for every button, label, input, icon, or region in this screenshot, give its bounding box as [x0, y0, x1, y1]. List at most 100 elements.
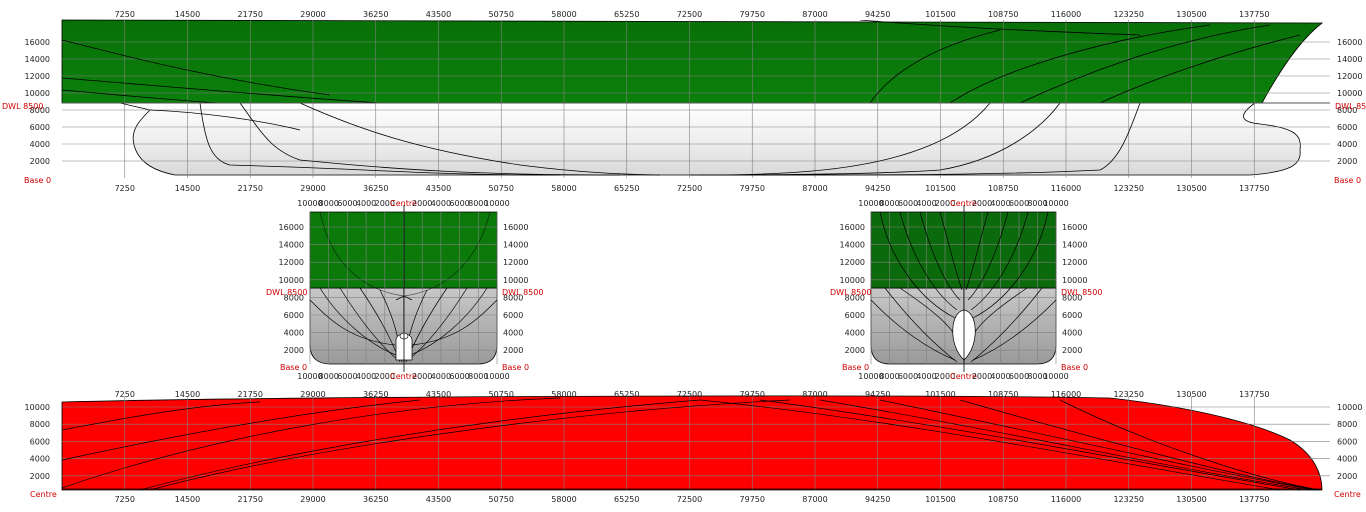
- profile-x-ticks-top: 7250 14500 21750 29000 36250 43500 50750 58000 6…: [115, 10, 1270, 19]
- body_plan_fore-tick-top: 6000: [1009, 199, 1029, 208]
- body_plan_fore-tick-bottom: 10000: [1043, 372, 1068, 381]
- body_plan_fore-y-tick-right: 14000: [1062, 241, 1087, 250]
- plan-y-ticks-right: 10000 8000 6000 4000 2000: [1337, 403, 1362, 481]
- profile-waterline-label-right: DWL 8500: [1335, 102, 1366, 111]
- profile-x-tick-bottom: 101500: [925, 184, 956, 193]
- aft-base-label-right: Base 0: [502, 363, 529, 372]
- profile-x-tick-top: 65250: [614, 10, 639, 19]
- body_plan_fore-tick-bottom: 8000: [879, 372, 899, 381]
- plan-x-tick-bottom: 123250: [1113, 495, 1144, 504]
- profile-x-tick-top: 29000: [300, 10, 325, 19]
- profile-grid: [62, 20, 1330, 178]
- profile-x-tick-bottom: 116000: [1051, 184, 1082, 193]
- body-plan-fore: 100008000600040002000Centre2000400060008…: [830, 199, 1102, 381]
- profile-x-tick-top: 130500: [1176, 10, 1207, 19]
- body_plan_aft-y-tick-right: 8000: [503, 293, 523, 302]
- plan-x-tick-top: 108750: [988, 390, 1019, 399]
- plan-x-tick-top: 14500: [175, 390, 200, 399]
- aft-waterline-label-right: DWL 8500: [502, 288, 543, 297]
- plan-y-tick-left: 2000: [30, 472, 50, 481]
- fore-base-label-right: Base 0: [1061, 363, 1088, 372]
- fore-half-breadth-ticks-bottom: 100008000600040002000Centre2000400060008…: [858, 372, 1068, 381]
- plan-x-tick-top: 87000: [802, 390, 827, 399]
- profile-y-tick-right: 10000: [1337, 89, 1362, 98]
- aft-y-ticks-right: 16000 14000 12000 10000 8000 6000 4000 2000: [503, 223, 528, 355]
- profile-x-tick-top: 72500: [677, 10, 702, 19]
- profile-x-tick-bottom: 94250: [865, 184, 890, 193]
- plan-y-tick-left: 4000: [30, 455, 50, 464]
- plan-x-tick-top: 29000: [300, 390, 325, 399]
- body_plan_aft-tick-bottom: 8000: [468, 372, 488, 381]
- profile-x-tick-bottom: 7250: [115, 184, 135, 193]
- profile-y-tick-right: 12000: [1337, 72, 1362, 81]
- plan-y-tick-left: 10000: [25, 403, 50, 412]
- profile-x-tick-top: 87000: [802, 10, 827, 19]
- plan-x-tick-top: 36250: [363, 390, 388, 399]
- body_plan_aft-tick-bottom: 4000: [356, 372, 376, 381]
- body_plan_aft-y-tick-right: 6000: [503, 311, 523, 320]
- profile-y-tick-left: 16000: [25, 38, 50, 47]
- aft-base-label-left: Base 0: [280, 363, 307, 372]
- body_plan_aft-y-tick-left: 14000: [279, 241, 304, 250]
- fore-y-ticks-left: 16000 14000 12000 10000 8000 6000 4000 2000: [840, 223, 865, 355]
- plan-y-tick-right: 6000: [1337, 437, 1357, 446]
- body_plan_aft-tick-top: 10000: [484, 199, 509, 208]
- body_plan_aft-y-tick-left: 16000: [279, 223, 304, 232]
- body_plan_fore-tick-top: 2000: [972, 199, 992, 208]
- plan-x-tick-bottom: 7250: [115, 495, 135, 504]
- body_plan_fore-tick-bottom: 8000: [1027, 372, 1047, 381]
- body_plan_aft-y-tick-right: 12000: [503, 258, 528, 267]
- plan-y-tick-left: 8000: [30, 420, 50, 429]
- plan-y-tick-right: 2000: [1337, 472, 1357, 481]
- plan-x-tick-bottom: 65250: [614, 495, 639, 504]
- body_plan_aft-y-tick-right: 2000: [503, 346, 523, 355]
- plan-x-tick-bottom: 29000: [300, 495, 325, 504]
- aft-half-breadth-ticks-top: 100008000600040002000Centre2000400060008…: [297, 199, 509, 208]
- plan-x-tick-top: 123250: [1113, 390, 1144, 399]
- profile-x-tick-bottom: 87000: [802, 184, 827, 193]
- body_plan_fore-tick-bottom: 6000: [1009, 372, 1029, 381]
- profile-x-tick-bottom: 43500: [426, 184, 451, 193]
- profile-x-tick-top: 36250: [363, 10, 388, 19]
- body_plan_aft-tick-top: 10000: [297, 199, 322, 208]
- plan-y-tick-right: 4000: [1337, 455, 1357, 464]
- body_plan_fore-tick-bottom: 10000: [858, 372, 883, 381]
- profile-x-tick-bottom: 79750: [740, 184, 765, 193]
- aft-y-ticks-left: 16000 14000 12000 10000 8000 6000 4000 2000: [279, 223, 304, 355]
- body_plan_aft-y-tick-right: 4000: [503, 329, 523, 338]
- aft-section-lines: [309, 287, 498, 363]
- body_plan_fore-y-tick-right: 16000: [1062, 223, 1087, 232]
- profile-x-tick-bottom: 50750: [489, 184, 514, 193]
- profile-section-lines: [62, 20, 1301, 176]
- profile-base-label-left: Base 0: [24, 176, 51, 185]
- profile-hull-below-waterline: [119, 102, 1301, 176]
- body_plan_fore-tick-top: 10000: [1043, 199, 1068, 208]
- body_plan_aft-tick-top: 4000: [356, 199, 376, 208]
- body_plan_fore-tick-top: Centre: [950, 199, 977, 208]
- profile-hull-above-waterline: [61, 19, 1324, 104]
- profile-x-tick-top: 123250: [1113, 10, 1144, 19]
- plan-x-tick-bottom: 43500: [426, 495, 451, 504]
- profile-y-tick-right: 16000: [1337, 38, 1362, 47]
- fore-half-breadth-ticks-top: 100008000600040002000Centre2000400060008…: [858, 199, 1068, 208]
- plan-x-tick-bottom: 116000: [1051, 495, 1082, 504]
- body_plan_aft-tick-top: 4000: [431, 199, 451, 208]
- plan-x-tick-top: 94250: [865, 390, 890, 399]
- profile-x-tick-bottom: 65250: [614, 184, 639, 193]
- plan-x-tick-bottom: 21750: [238, 495, 263, 504]
- body-plan-aft: 100008000600040002000Centre2000400060008…: [266, 199, 543, 381]
- body_plan_aft-tick-top: Centre: [390, 199, 417, 208]
- profile-y-tick-right: 14000: [1337, 55, 1362, 64]
- body_plan_fore-tick-bottom: 2000: [935, 372, 955, 381]
- body_plan_fore-tick-bottom: 6000: [898, 372, 918, 381]
- plan-waterlines: [62, 397, 1323, 491]
- plan-x-tick-top: 58000: [551, 390, 576, 399]
- body_plan_fore-tick-bottom: 4000: [990, 372, 1010, 381]
- body_plan_fore-y-tick-left: 16000: [840, 223, 865, 232]
- body_plan_aft-tick-top: 8000: [319, 199, 339, 208]
- body_plan_fore-y-tick-right: 2000: [1062, 346, 1082, 355]
- plan-x-tick-bottom: 87000: [802, 495, 827, 504]
- plan-centre-label-right: Centre: [1334, 490, 1361, 499]
- plan-x-tick-bottom: 108750: [988, 495, 1019, 504]
